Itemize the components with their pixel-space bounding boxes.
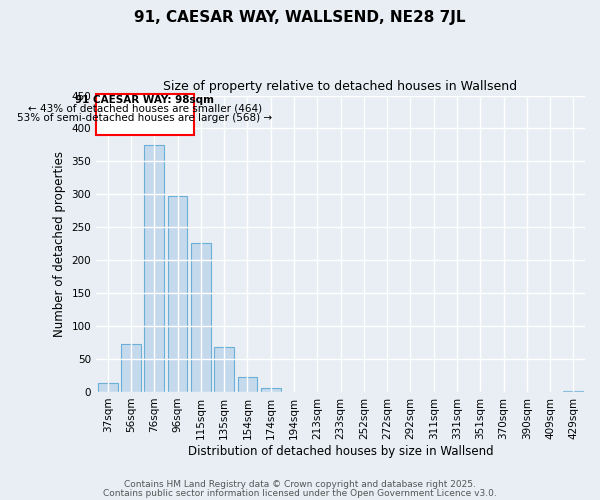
Bar [98, 382, 118, 392]
Y-axis label: Number of detached properties: Number of detached properties [53, 151, 66, 337]
Bar [96, 94, 194, 135]
Bar [167, 196, 187, 392]
Text: 53% of semi-detached houses are larger (568) →: 53% of semi-detached houses are larger (… [17, 113, 272, 123]
Text: ← 43% of detached houses are smaller (464): ← 43% of detached houses are smaller (46… [28, 104, 262, 114]
Text: Contains HM Land Registry data © Crown copyright and database right 2025.: Contains HM Land Registry data © Crown c… [124, 480, 476, 489]
Bar [145, 145, 164, 392]
Text: 91, CAESAR WAY, WALLSEND, NE28 7JL: 91, CAESAR WAY, WALLSEND, NE28 7JL [134, 10, 466, 25]
Text: Contains public sector information licensed under the Open Government Licence v3: Contains public sector information licen… [103, 488, 497, 498]
Bar [261, 388, 281, 392]
Bar [238, 378, 257, 392]
Bar [563, 390, 583, 392]
Bar [214, 347, 234, 392]
Text: 91 CAESAR WAY: 98sqm: 91 CAESAR WAY: 98sqm [76, 94, 214, 104]
Bar [191, 243, 211, 392]
Bar [121, 344, 141, 392]
Title: Size of property relative to detached houses in Wallsend: Size of property relative to detached ho… [163, 80, 518, 93]
X-axis label: Distribution of detached houses by size in Wallsend: Distribution of detached houses by size … [188, 444, 493, 458]
